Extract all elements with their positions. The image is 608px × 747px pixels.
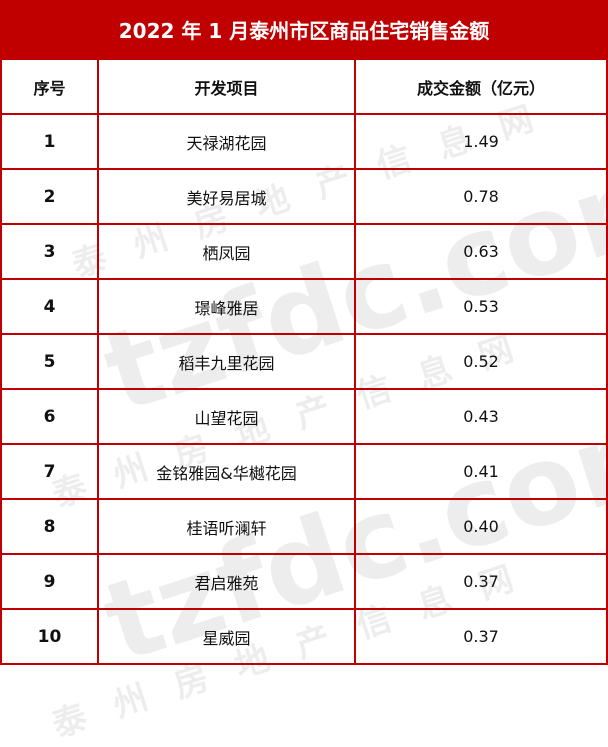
row-number: 1 [0,113,99,170]
sales-table: 序号 开发项目 成交金额（亿元） 1 天禄湖花园 1.49 2 美好易居城 0.78 3 栖凤… [0,58,608,665]
table-title: 2022 年 1 月泰州市区商品住宅销售金额 [0,0,608,58]
sales-amount: 0.37 [354,553,608,610]
sales-amount: 0.63 [354,223,608,280]
project-name: 星威园 [97,608,356,665]
sales-amount: 0.78 [354,168,608,225]
sales-amount: 0.53 [354,278,608,335]
sales-amount: 1.49 [354,113,608,170]
project-name: 天禄湖花园 [97,113,356,170]
sales-amount: 0.37 [354,608,608,665]
row-number: 7 [0,443,99,500]
table-row: 2 美好易居城 0.78 [0,168,608,225]
table-row: 10 星威园 0.37 [0,608,608,665]
project-name: 君启雅苑 [97,553,356,610]
table-row: 3 栖凤园 0.63 [0,223,608,280]
table-row: 1 天禄湖花园 1.49 [0,113,608,170]
header-project: 开发项目 [97,58,356,115]
sales-amount: 0.52 [354,333,608,390]
project-name: 稻丰九里花园 [97,333,356,390]
row-number: 9 [0,553,99,610]
header-amount: 成交金额（亿元） [354,58,608,115]
sales-amount: 0.40 [354,498,608,555]
project-name: 美好易居城 [97,168,356,225]
row-number: 3 [0,223,99,280]
project-name: 山望花园 [97,388,356,445]
row-number: 4 [0,278,99,335]
sales-amount: 0.41 [354,443,608,500]
project-name: 金铭雅园&华樾花园 [97,443,356,500]
row-number: 8 [0,498,99,555]
table-row: 6 山望花园 0.43 [0,388,608,445]
row-number: 2 [0,168,99,225]
sales-amount: 0.43 [354,388,608,445]
table-row: 4 璟峰雅居 0.53 [0,278,608,335]
table-row: 9 君启雅苑 0.37 [0,553,608,610]
row-number: 6 [0,388,99,445]
row-number: 10 [0,608,99,665]
project-name: 璟峰雅居 [97,278,356,335]
header-row: 序号 开发项目 成交金额（亿元） [0,58,608,115]
header-no: 序号 [0,58,99,115]
table-row: 8 桂语听澜轩 0.40 [0,498,608,555]
table-row: 5 稻丰九里花园 0.52 [0,333,608,390]
project-name: 栖凤园 [97,223,356,280]
project-name: 桂语听澜轩 [97,498,356,555]
table-row: 7 金铭雅园&华樾花园 0.41 [0,443,608,500]
row-number: 5 [0,333,99,390]
